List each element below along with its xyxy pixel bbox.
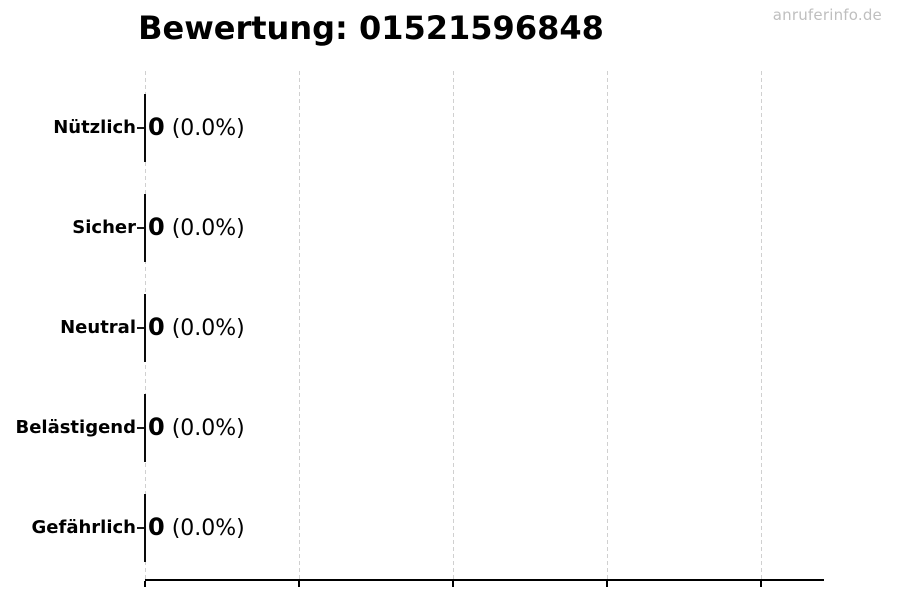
vertical-gridline	[760, 71, 762, 580]
bar-value-annotation: 0 (0.0%)	[148, 315, 245, 340]
bar-value: 0	[148, 413, 165, 441]
bar-percentage: (0.0%)	[171, 516, 245, 541]
bar	[144, 94, 146, 162]
bar-value: 0	[148, 213, 165, 241]
bar-value-annotation: 0 (0.0%)	[148, 215, 245, 240]
chart-title: Bewertung: 01521596848	[138, 9, 604, 47]
bar-value: 0	[148, 513, 165, 541]
y-axis-tick	[137, 127, 144, 129]
bar-value-annotation: 0 (0.0%)	[148, 515, 245, 540]
bar-percentage: (0.0%)	[171, 216, 245, 241]
y-axis-tick	[137, 427, 144, 429]
bar-percentage: (0.0%)	[171, 416, 245, 441]
y-axis-tick	[137, 227, 144, 229]
watermark: anruferinfo.de	[772, 6, 882, 24]
bar-percentage: (0.0%)	[171, 116, 245, 141]
bar-value: 0	[148, 313, 165, 341]
category-label: Neutral	[60, 317, 136, 338]
bar	[144, 194, 146, 262]
category-label: Belästigend	[15, 417, 136, 438]
category-label: Gefährlich	[31, 517, 136, 538]
x-axis-tick	[606, 581, 608, 587]
x-axis-tick	[760, 581, 762, 587]
bar-value-annotation: 0 (0.0%)	[148, 415, 245, 440]
x-axis-tick	[144, 581, 146, 587]
vertical-gridline	[298, 71, 300, 580]
y-axis-tick	[137, 527, 144, 529]
x-axis-line	[145, 579, 824, 581]
bar	[144, 494, 146, 562]
bar	[144, 294, 146, 362]
category-label: Sicher	[72, 217, 136, 238]
bar	[144, 394, 146, 462]
y-axis-tick	[137, 327, 144, 329]
x-axis-tick	[452, 581, 454, 587]
category-label: Nützlich	[53, 117, 136, 138]
vertical-gridline	[606, 71, 608, 580]
vertical-gridline	[452, 71, 454, 580]
x-axis-tick	[298, 581, 300, 587]
bar-percentage: (0.0%)	[171, 316, 245, 341]
bar-value: 0	[148, 113, 165, 141]
bar-value-annotation: 0 (0.0%)	[148, 115, 245, 140]
